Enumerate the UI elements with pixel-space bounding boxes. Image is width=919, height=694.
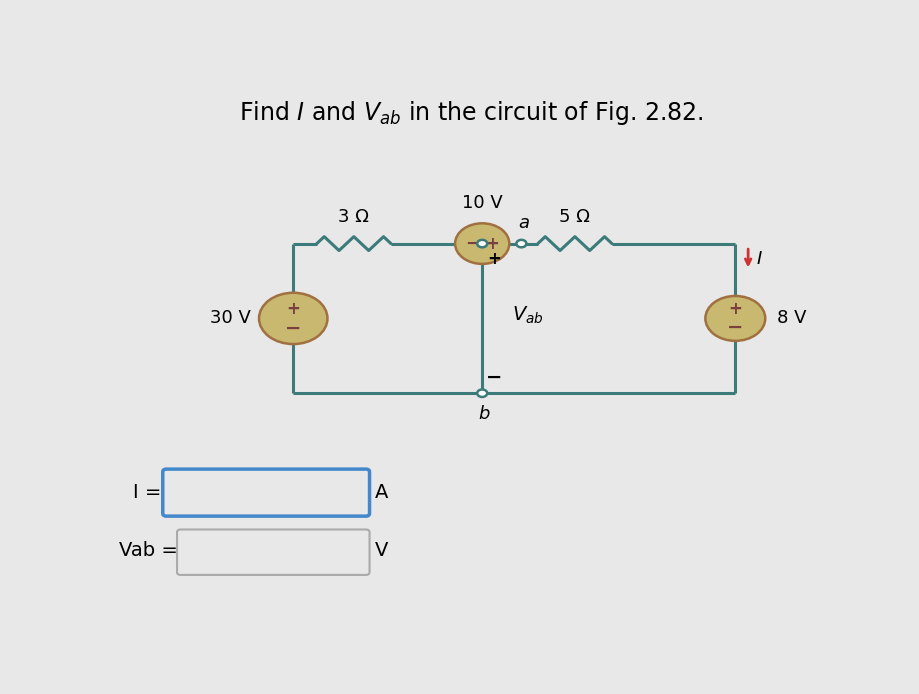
Text: +: + <box>728 301 742 319</box>
Text: +: + <box>487 250 501 268</box>
Circle shape <box>259 293 327 344</box>
Text: Vab =: Vab = <box>119 541 177 560</box>
Text: Find $I$ and $V_{ab}$ in the circuit of Fig. 2.82.: Find $I$ and $V_{ab}$ in the circuit of … <box>239 99 703 127</box>
Text: +: + <box>286 300 300 318</box>
Text: 3 Ω: 3 Ω <box>338 208 369 226</box>
Text: +: + <box>484 235 499 253</box>
FancyBboxPatch shape <box>163 469 369 516</box>
Circle shape <box>516 240 526 247</box>
Text: b: b <box>478 405 490 423</box>
Circle shape <box>477 389 487 397</box>
Text: I =: I = <box>132 482 161 502</box>
FancyBboxPatch shape <box>176 530 369 575</box>
Text: $V_{ab}$: $V_{ab}$ <box>512 305 543 326</box>
Circle shape <box>705 296 765 341</box>
Text: V: V <box>375 541 388 560</box>
Text: 5 Ω: 5 Ω <box>559 208 590 226</box>
Circle shape <box>477 240 487 247</box>
Text: −: − <box>285 319 301 337</box>
Text: −: − <box>464 235 479 253</box>
Text: a: a <box>517 214 528 232</box>
Text: 30 V: 30 V <box>210 310 250 328</box>
Circle shape <box>455 223 509 264</box>
Text: 10 V: 10 V <box>461 194 502 212</box>
Text: A: A <box>375 482 388 502</box>
Text: −: − <box>485 368 502 387</box>
Text: I: I <box>755 250 761 268</box>
Text: 8 V: 8 V <box>776 310 805 328</box>
Text: −: − <box>726 318 743 337</box>
